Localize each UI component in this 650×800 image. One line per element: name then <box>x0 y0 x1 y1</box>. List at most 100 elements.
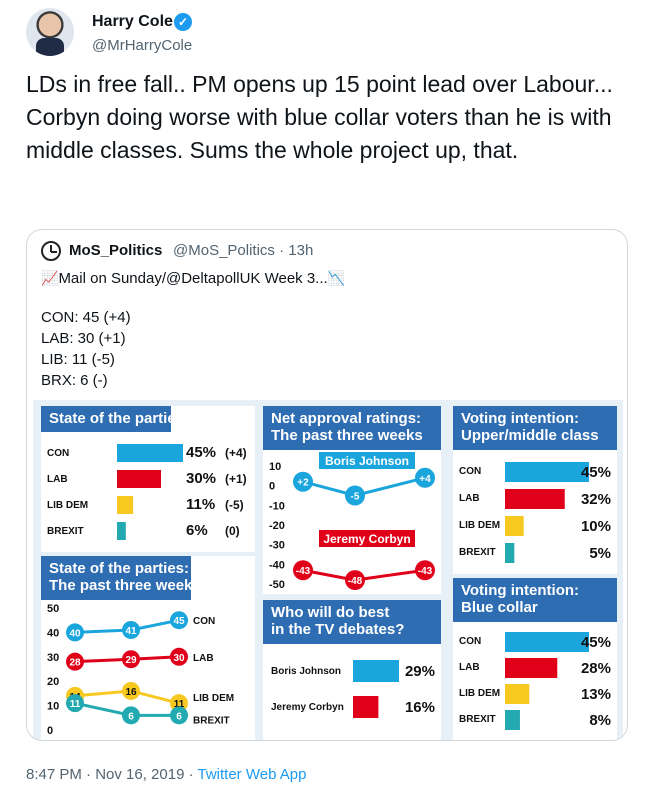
three-weeks-point-label: 45 <box>173 616 185 627</box>
tv-debates-category: Boris Johnson <box>271 666 341 677</box>
quoted-tweet[interactable]: MoS_Politics @MoS_Politics · 13h 📈Mail o… <box>26 229 628 741</box>
blue-collar-bar <box>505 684 530 704</box>
net-approval-point <box>345 570 365 591</box>
three-weeks-subtitle: The past three weeks <box>49 577 201 594</box>
three-weeks-point-label: 28 <box>69 658 81 669</box>
net-approval-ytick: -10 <box>269 500 285 512</box>
state-parties-category: LAB <box>47 474 68 485</box>
tweet-source-link[interactable]: Twitter Web App <box>197 766 307 783</box>
author-handle[interactable]: @MrHarryCole <box>92 37 193 54</box>
state-parties-bar <box>117 444 183 462</box>
net-approval-point <box>415 560 435 581</box>
upper-middle-category: LIB DEM <box>459 520 500 531</box>
three-weeks-point-label: 41 <box>125 626 137 637</box>
blue-collar-header <box>453 578 617 622</box>
tweet-text: LDs in free fall.. PM opens up 15 point … <box>26 71 613 163</box>
three-weeks-series-label: LIB DEM <box>193 693 234 704</box>
author-avatar[interactable] <box>26 8 74 56</box>
poll-line: BRX: 6 (-) <box>41 372 108 389</box>
tv-debates-title: Who will do best <box>271 604 389 621</box>
net-approval-ytick: 0 <box>269 481 275 493</box>
blue-collar-value: 45% <box>581 634 611 651</box>
quoted-tweet-headline: 📈Mail on Sunday/@DeltapollUK Week 3...📉 <box>41 270 345 287</box>
upper-middle-header <box>453 406 617 450</box>
three-weeks-ytick: 10 <box>47 701 59 713</box>
net-approval-point-label: +2 <box>297 478 309 489</box>
quoted-author-name: MoS_Politics <box>69 242 163 259</box>
upper-middle-category: BREXIT <box>459 547 496 558</box>
state-parties-category: BREXIT <box>47 526 84 537</box>
tv-debates-subtitle: in the TV debates? <box>271 621 404 638</box>
state-parties-bar <box>117 470 161 488</box>
tv-debates-header <box>263 600 441 644</box>
three-weeks-point <box>170 611 188 630</box>
three-weeks-point <box>122 681 140 700</box>
three-weeks-title: State of the parties: <box>49 560 189 577</box>
net-approval-series-label-bg <box>319 530 415 547</box>
poll-line: CON: 45 (+4) <box>41 309 131 326</box>
three-weeks-point <box>122 706 140 725</box>
blue-collar-subtitle: Blue collar <box>461 599 538 616</box>
state-parties-category: CON <box>47 448 69 459</box>
upper-middle-title: Voting intention: <box>461 410 579 427</box>
upper-middle-category: LAB <box>459 493 480 504</box>
net-approval-point-label: +4 <box>419 474 431 485</box>
state-parties-change: (+1) <box>225 472 247 486</box>
three-weeks-point <box>170 647 188 666</box>
state-parties-bar <box>117 522 126 540</box>
three-weeks-point-label: 6 <box>176 711 182 722</box>
three-weeks-ytick: 30 <box>47 652 59 664</box>
three-weeks-point <box>170 706 188 725</box>
three-weeks-point-label: 29 <box>125 655 137 666</box>
three-weeks-point <box>66 652 84 671</box>
quoted-poll-lines: CON: 45 (+4) LAB: 30 (+1) LIB: 11 (-5) B… <box>41 307 131 391</box>
tv-debates-bar <box>353 696 379 718</box>
blue-collar-value: 28% <box>581 660 611 677</box>
quoted-headline-text: Mail on Sunday/@DeltapollUK Week 3... <box>58 270 328 287</box>
author-name[interactable]: Harry Cole <box>92 13 173 30</box>
upper-middle-value: 10% <box>581 518 611 535</box>
net-approval-point <box>293 560 313 581</box>
net-approval-ytick: 10 <box>269 461 281 473</box>
three-weeks-ytick: 50 <box>47 603 59 615</box>
net-approval-series-label: Boris Johnson <box>325 454 409 468</box>
poll-graphic-svg: State of the parties CON 45% (+4) LAB 30% (+1)… <box>41 406 617 740</box>
state-parties-change: (-5) <box>225 498 244 512</box>
three-weeks-point <box>66 694 84 713</box>
three-weeks-series-label: LAB <box>193 653 214 664</box>
three-weeks-series-label: BREXIT <box>193 715 230 726</box>
upper-middle-category: CON <box>459 466 481 477</box>
poll-line: LAB: 30 (+1) <box>41 330 126 347</box>
three-weeks-ytick: 0 <box>47 725 53 737</box>
blue-collar-bar <box>505 658 558 678</box>
net-approval-point-label: -43 <box>296 566 311 577</box>
verified-badge-icon: ✓ <box>174 13 192 31</box>
net-approval-point-label: -5 <box>351 492 360 503</box>
net-approval-point <box>345 485 365 506</box>
tv-debates-bar <box>353 660 399 682</box>
net-approval-series-label-bg <box>319 452 415 469</box>
blue-collar-category: LIB DEM <box>459 688 500 699</box>
three-weeks-point-label: 40 <box>69 628 81 639</box>
net-approval-point-label: -43 <box>418 566 433 577</box>
quoted-author-handle: @MoS_Politics · 13h <box>173 242 314 259</box>
tweet-footer: 8:47 PM · Nov 16, 2019 · Twitter Web App <box>26 766 306 783</box>
three-weeks-ytick: 20 <box>47 676 59 688</box>
three-weeks-point-label: 6 <box>128 711 134 722</box>
state-parties-value: 6% <box>186 522 208 539</box>
upper-middle-bar <box>505 516 524 536</box>
tweet-timestamp[interactable]: 8:47 PM · Nov 16, 2019 <box>26 766 185 783</box>
three-weeks-series-label: CON <box>193 616 215 627</box>
upper-middle-value: 32% <box>581 491 611 508</box>
upper-middle-bar <box>505 489 565 509</box>
net-approval-ytick: -20 <box>269 520 285 532</box>
clock-avatar-icon <box>41 241 61 261</box>
state-parties-bar <box>117 496 134 514</box>
state-parties-title: State of the parties <box>49 410 184 427</box>
tv-debates-category: Jeremy Corbyn <box>271 702 344 713</box>
poll-graphic[interactable]: State of the parties CON 45% (+4) LAB 30% (+1)… <box>33 400 623 740</box>
three-weeks-point-label: 30 <box>173 653 185 664</box>
three-weeks-header <box>41 556 191 600</box>
three-weeks-point-label: 16 <box>125 687 137 698</box>
blue-collar-value: 8% <box>589 712 611 729</box>
